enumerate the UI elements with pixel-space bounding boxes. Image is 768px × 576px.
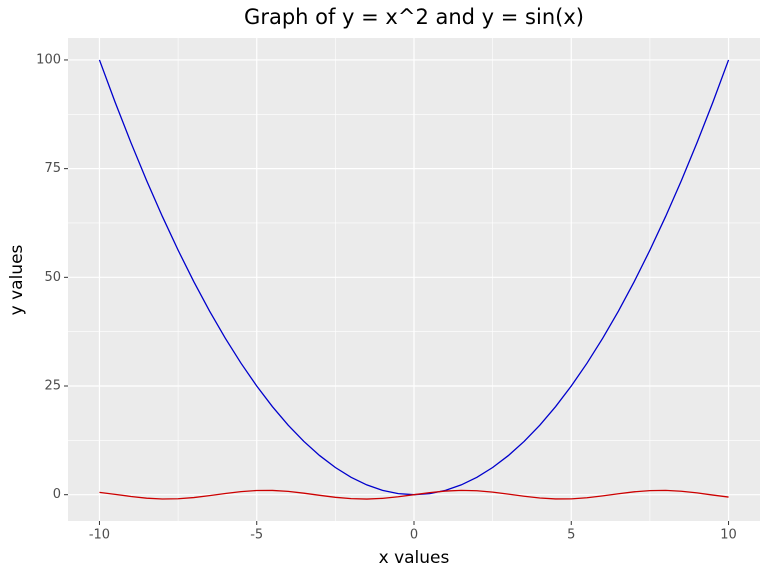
y-tick-label: 100: [36, 52, 61, 67]
y-axis-label: y values: [7, 244, 27, 315]
x-tick-label: -10: [89, 528, 110, 543]
x-tick-label: -5: [250, 528, 263, 543]
x-tick-label: 10: [720, 528, 737, 543]
x-tick-label: 5: [567, 528, 575, 543]
x-axis-label: x values: [379, 548, 450, 568]
y-tick-label: 25: [44, 379, 61, 394]
chart-title: Graph of y = x^2 and y = sin(x): [244, 5, 584, 29]
series-line: [99, 489, 729, 500]
x-tick-label: 0: [410, 528, 418, 543]
y-tick-label: 0: [53, 487, 61, 502]
y-tick-label: 50: [44, 270, 61, 285]
lines: [98, 59, 730, 500]
y-tick-label: 75: [44, 161, 61, 176]
